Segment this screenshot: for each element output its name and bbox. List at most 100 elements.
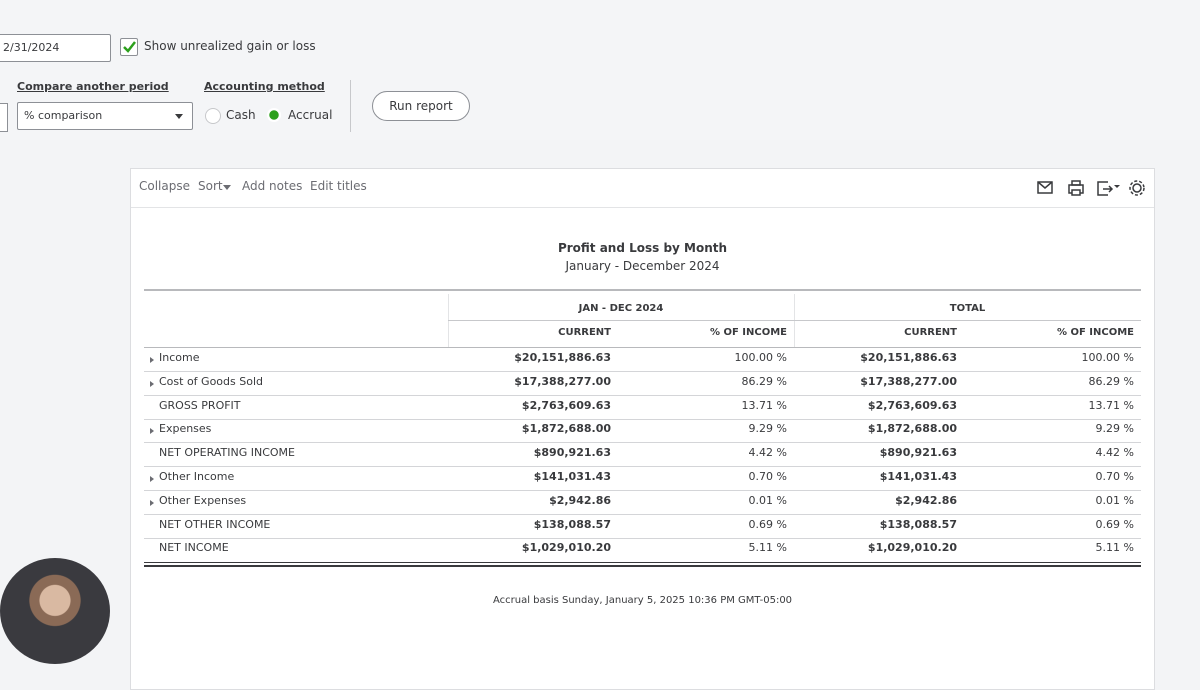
cell-value: $17,388,277.00 <box>514 374 611 388</box>
report-icons[interactable] <box>1036 179 1146 199</box>
expand-arrow[interactable] <box>150 380 154 387</box>
run-report-button[interactable]: Run report <box>372 91 470 121</box>
select-arrow <box>175 114 183 119</box>
date-input[interactable]: 2/31/2024 <box>0 34 111 62</box>
checkbox[interactable] <box>120 38 138 56</box>
column-header: % OF INCOME <box>1056 327 1134 338</box>
input-edge <box>0 103 8 132</box>
cell-value: $17,388,277.00 <box>860 374 957 388</box>
cell-value: 4.42 % <box>748 446 787 460</box>
cell-value: $20,151,886.63 <box>860 351 957 364</box>
compare-label: Compare another period <box>17 80 169 93</box>
cell-value: 13.71 % <box>741 398 787 412</box>
row-divider <box>144 347 1141 348</box>
row-divider <box>144 394 1141 396</box>
cell-value: $2,763,609.63 <box>521 398 611 412</box>
column-group-header: JAN - DEC 2024 <box>578 303 664 314</box>
checkbox-label: Show unrealized gain or loss <box>144 39 316 53</box>
row-divider <box>448 320 1141 321</box>
column-header: CURRENT <box>904 327 957 338</box>
cell-value: $141,031.43 <box>533 470 611 483</box>
cell-value: 9.29 % <box>748 422 787 436</box>
select-value: % comparison <box>24 109 103 122</box>
row-label[interactable]: Expenses <box>159 422 212 436</box>
cell-value: $1,872,688.00 <box>521 422 611 436</box>
row-label: NET OTHER INCOME <box>159 517 271 531</box>
row-divider <box>144 289 1141 291</box>
report-options: 2/31/2024 Show unrealized gain or loss C… <box>0 0 1200 140</box>
row-divider <box>144 513 1141 515</box>
report-action[interactable]: Edit titles <box>310 179 367 193</box>
cell-value: $1,029,010.20 <box>521 541 611 555</box>
row-divider <box>144 562 1141 564</box>
row-label[interactable]: Other Income <box>159 470 235 483</box>
cell-value: $1,029,010.20 <box>867 541 957 555</box>
report-action[interactable]: Sort <box>198 179 223 193</box>
row-divider <box>144 565 1141 568</box>
cell-value: $141,031.43 <box>879 470 957 483</box>
cell-value: 5.11 % <box>1095 541 1134 555</box>
cell-value: $2,942.86 <box>549 493 611 507</box>
expand-arrow[interactable] <box>150 499 154 506</box>
report-actions: Collapse Sort Add notes Edit titles <box>131 169 1154 208</box>
check-mark <box>123 41 136 53</box>
column-header: CURRENT <box>558 327 611 338</box>
row-divider <box>144 442 1141 444</box>
row-divider <box>144 466 1141 468</box>
cell-value: $2,763,609.63 <box>867 398 957 412</box>
radio-label: Cash <box>226 108 256 122</box>
cell-value: 100.00 % <box>1081 351 1134 364</box>
cell-value: 5.11 % <box>748 541 787 555</box>
webcam-overlay <box>0 558 110 664</box>
cell-value: 86.29 % <box>1088 374 1134 388</box>
row-divider <box>144 537 1141 539</box>
column-group-header: TOTAL <box>949 303 986 314</box>
radio[interactable] <box>205 108 221 124</box>
cell-value: $890,921.63 <box>533 446 611 460</box>
report-footer: Accrual basis Sunday, January 5, 2025 10… <box>492 595 793 606</box>
radio[interactable] <box>267 108 281 122</box>
cell-value: 0.69 % <box>748 517 787 531</box>
compare-select[interactable]: % comparison <box>17 102 193 130</box>
cell-value: 0.69 % <box>1095 517 1134 531</box>
row-label[interactable]: Income <box>159 351 200 364</box>
report-subtitle: January - December 2024 <box>565 259 720 273</box>
cell-value: $890,921.63 <box>879 446 957 460</box>
expand-arrow[interactable] <box>150 476 154 482</box>
cell-value: 0.70 % <box>1095 470 1134 483</box>
radio-label: Accrual <box>288 108 333 122</box>
row-divider <box>144 418 1141 420</box>
expand-arrow[interactable] <box>150 357 154 363</box>
report-card: Collapse Sort Add notes Edit titles Profit … <box>130 168 1155 690</box>
cell-value: $2,942.86 <box>895 493 957 507</box>
row-divider <box>144 490 1141 491</box>
expand-arrow[interactable] <box>150 428 154 435</box>
row-label: NET INCOME <box>159 541 229 555</box>
row-label: NET OPERATING INCOME <box>159 446 295 460</box>
report-action[interactable]: Collapse <box>139 179 190 193</box>
row-divider <box>144 371 1141 372</box>
report-title: Profit and Loss by Month <box>557 241 728 255</box>
sort-arrow <box>223 185 231 190</box>
column-header: % OF INCOME <box>709 327 787 338</box>
cell-value: $138,088.57 <box>879 517 957 531</box>
cell-value: 13.71 % <box>1088 398 1134 412</box>
row-label[interactable]: Cost of Goods Sold <box>159 374 263 388</box>
cell-value: 4.42 % <box>1095 446 1134 460</box>
column-separator <box>794 294 795 348</box>
cell-value: $20,151,886.63 <box>514 351 611 364</box>
row-label: GROSS PROFIT <box>159 398 241 412</box>
row-label[interactable]: Other Expenses <box>159 493 247 507</box>
column-separator <box>448 294 449 348</box>
report-table: JAN - DEC 2024 TOTAL CURRENT % OF INCOME CUR… <box>144 289 1141 569</box>
cell-value: 100.00 % <box>734 351 787 364</box>
cell-value: $138,088.57 <box>533 517 611 531</box>
divider <box>350 80 351 132</box>
cell-value: 0.01 % <box>1095 493 1134 507</box>
cell-value: 0.70 % <box>748 470 787 483</box>
report-action[interactable]: Add notes <box>242 179 303 193</box>
cell-value: 9.29 % <box>1095 422 1134 436</box>
cell-value: 0.01 % <box>748 493 787 507</box>
method-label: Accounting method <box>204 80 325 93</box>
